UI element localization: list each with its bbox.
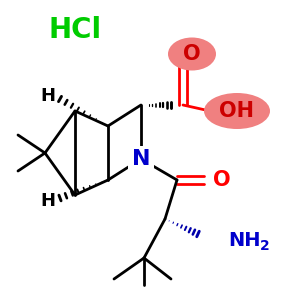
Text: 2: 2: [260, 239, 269, 253]
Ellipse shape: [168, 38, 216, 70]
Ellipse shape: [204, 93, 270, 129]
Text: N: N: [132, 149, 150, 169]
Text: HCl: HCl: [48, 16, 102, 44]
Text: OH: OH: [220, 101, 254, 121]
Text: NH: NH: [228, 230, 260, 250]
Text: O: O: [183, 44, 201, 64]
Text: H: H: [40, 192, 56, 210]
Text: O: O: [213, 170, 231, 190]
Text: H: H: [40, 87, 56, 105]
